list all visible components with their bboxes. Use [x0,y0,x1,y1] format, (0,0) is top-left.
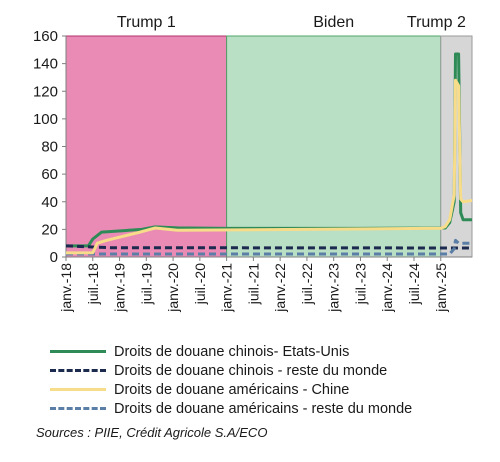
period-label: Trump 2 [407,14,466,31]
period-label: Biden [313,14,354,31]
period-label: Trump 1 [117,14,176,31]
legend-item: Droits de douane américains - reste du m… [50,399,490,418]
legend-label: Droits de douane américains - reste du m… [114,400,413,417]
x-tick-label: juil.-21 [245,263,261,305]
series-line [66,238,472,256]
x-tick-label: janv.-24 [379,263,395,313]
x-tick-label: juil.-23 [352,263,368,305]
y-tick-label: 40 [41,194,58,211]
legend-swatch [50,388,106,391]
x-tick-label: janv.-21 [219,263,235,313]
y-tick-label: 100 [33,111,58,128]
x-tick-label: juil.-19 [138,263,154,305]
y-tick-label: 60 [41,166,58,183]
x-tick-label: juil.-24 [406,263,422,305]
y-tick-label: 0 [50,249,58,266]
y-tick-label: 80 [41,139,58,156]
legend-label: Droits de douane chinois- Etats-Unis [114,343,350,360]
source-note: Sources : PIIE, Crédit Agricole S.A/ECO [36,425,268,440]
series-line [65,244,473,250]
legend-item: Droits de douane américains - Chine [50,380,490,399]
legend-swatch [50,407,106,410]
x-tick-label: janv.-22 [272,263,288,313]
x-tick-label: juil.-20 [192,263,208,305]
y-tick-label: 160 [33,28,58,45]
x-tick-label: janv.-23 [326,263,342,313]
period-band [226,35,442,258]
x-tick-label: juil.-18 [85,263,101,305]
y-tick-label: 120 [33,83,58,100]
x-tick-label: janv.-25 [433,263,449,313]
legend-swatch [50,369,106,372]
y-tick-label: 20 [41,221,58,238]
series-line [65,78,473,255]
legend-label: Droits de douane américains - Chine [114,381,350,398]
legend: Droits de douane chinois- Etats-Unis Dro… [50,342,490,418]
legend-label: Droits de douane chinois - reste du mond… [114,362,388,379]
x-tick-label: juil.-22 [299,263,315,305]
period-band [65,35,228,258]
legend-item: Droits de douane chinois- Etats-Unis [50,342,490,361]
x-tick-label: janv.-18 [58,263,74,313]
x-tick-label: janv.-20 [165,263,181,313]
x-tick-label: janv.-19 [112,263,128,313]
legend-swatch [50,350,106,353]
legend-item: Droits de douane chinois - reste du mond… [50,361,490,380]
y-tick-label: 140 [33,56,58,73]
